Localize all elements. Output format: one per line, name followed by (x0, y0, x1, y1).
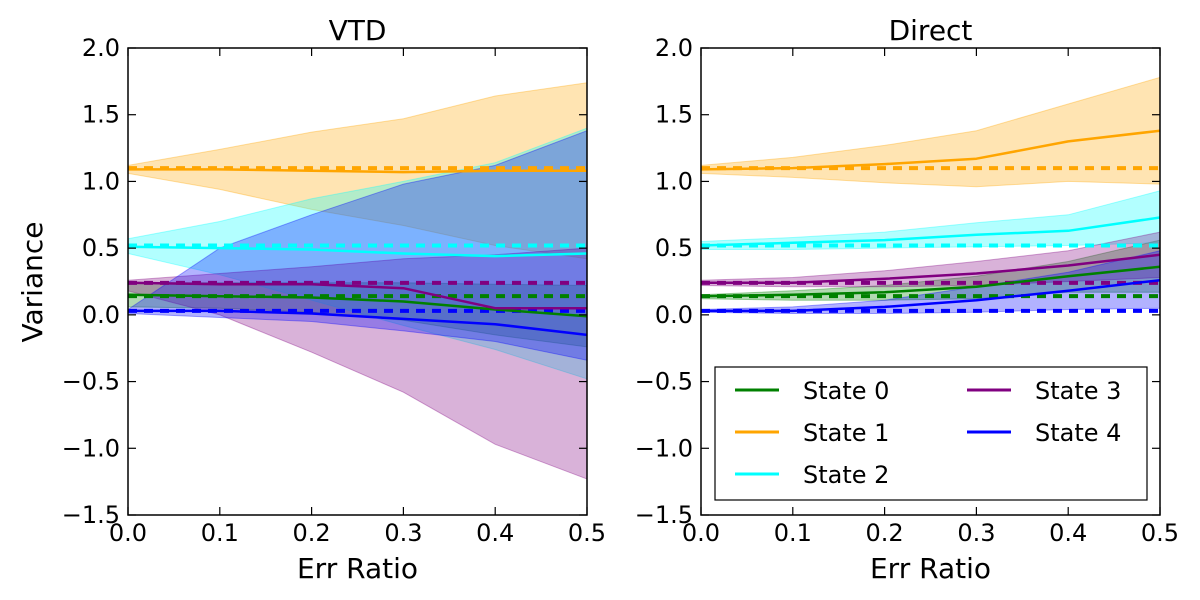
band-state-0 (701, 239, 1160, 301)
legend-box (714, 366, 1148, 501)
legend-label-state-4: State 4 (1035, 419, 1121, 447)
y-tick-label: 1.5 (655, 101, 693, 129)
y-tick-label: −1.5 (62, 501, 120, 529)
panel-title: VTD (329, 14, 387, 47)
mean-line-state-2 (128, 245, 587, 258)
mean-line-state-0 (128, 293, 587, 318)
band-state-3 (128, 247, 587, 480)
x-tick-label: 0.2 (293, 519, 331, 547)
y-tick-label: 2.0 (82, 34, 120, 62)
plot-area (128, 82, 587, 480)
y-tick-label: 1.0 (82, 167, 120, 195)
mean-line-state-4 (701, 278, 1160, 313)
band-state-1 (701, 76, 1160, 188)
mean-line-state-3 (128, 281, 587, 310)
y-tick-label: −1.5 (635, 501, 693, 529)
x-tick-label: 0.0 (109, 519, 147, 547)
x-tick-label: 0.2 (866, 519, 904, 547)
panel-1: 0.0 0.1 0.2 0.3 0.4 0.5 −1.5 −1.0 −0.5 0.0 0.5 1.0 1… (62, 14, 606, 585)
y-tick-label: 0.5 (82, 234, 120, 262)
y-tick-label: 2.0 (655, 34, 693, 62)
y-tick-label: −1.0 (635, 434, 693, 462)
y-tick-label: −1.0 (62, 434, 120, 462)
x-tick-label: 0.1 (201, 519, 239, 547)
legend-label-state-0: State 0 (803, 377, 889, 405)
y-tick-label: −0.5 (62, 368, 120, 396)
panel-title: Direct (889, 14, 973, 47)
mean-line-state-1 (128, 168, 587, 174)
mean-line-state-2 (701, 216, 1160, 247)
legend-label-state-3: State 3 (1035, 377, 1121, 405)
y-axis-label: Variance (16, 222, 49, 343)
band-state-2 (128, 127, 587, 380)
x-axis-label: Err Ratio (870, 552, 991, 585)
x-axis-label: Err Ratio (297, 552, 418, 585)
mean-line-state-4 (128, 309, 587, 337)
plot-area (701, 76, 1160, 314)
y-tick-label: −0.5 (635, 368, 693, 396)
legend-label-state-1: State 1 (803, 419, 889, 447)
x-tick-label: 0.1 (774, 519, 812, 547)
panels: 0.0 0.1 0.2 0.3 0.4 0.5 −1.5 −1.0 −0.5 0.0 0.5 1.0 1… (62, 14, 1179, 585)
mean-line-state-1 (701, 129, 1160, 171)
y-tick-label: 0.0 (655, 301, 693, 329)
x-tick-label: 0.0 (682, 519, 720, 547)
x-tick-label: 0.3 (957, 519, 995, 547)
y-tick-label: 0.5 (655, 234, 693, 262)
legend-label-state-2: State 2 (803, 461, 889, 489)
band-state-2 (701, 190, 1160, 250)
axes-frame (127, 47, 588, 516)
mean-line-state-3 (701, 253, 1160, 285)
band-state-3 (701, 231, 1160, 288)
panel-2: 0.0 0.1 0.2 0.3 0.4 0.5 −1.5 −1.0 −0.5 0.0 0.5 1.0 1… (635, 14, 1179, 585)
mean-line-state-0 (701, 265, 1160, 298)
y-tick-label: 0.0 (82, 301, 120, 329)
x-tick-label: 0.5 (1141, 519, 1179, 547)
x-tick-label: 0.4 (1049, 519, 1087, 547)
x-tick-label: 0.3 (384, 519, 422, 547)
x-tick-label: 0.4 (476, 519, 514, 547)
y-tick-label: 1.0 (655, 167, 693, 195)
y-tick-label: 1.5 (82, 101, 120, 129)
legend: State 0 State 1 State 2 State 3 State 4 (714, 366, 1148, 501)
axes-frame (700, 47, 1161, 516)
x-tick-label: 0.5 (568, 519, 606, 547)
